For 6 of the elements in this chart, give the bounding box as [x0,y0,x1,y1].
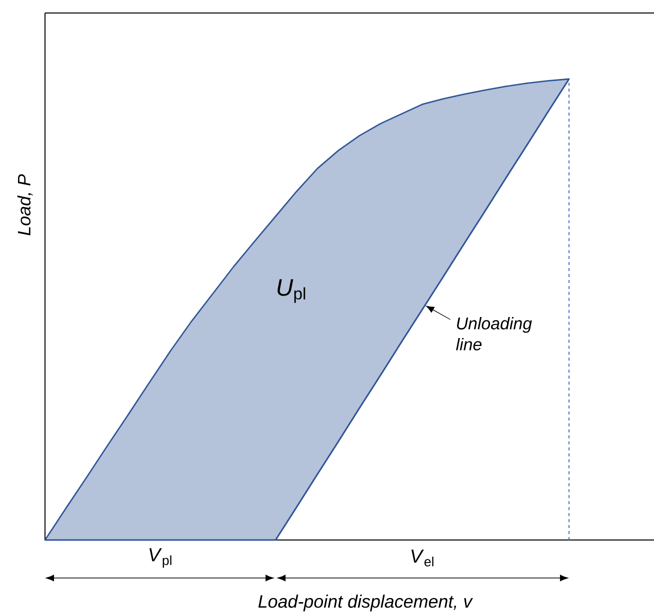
annotation: U$_{pl}$ [278,279,306,303]
x-axis-title: Load-point displacement, v [258,594,473,612]
y-axis-title: Load, P [17,174,33,236]
annotation: Unloading line [456,317,532,350]
text: V$_{el}$ [411,550,434,566]
text: V$_{pl}$ [149,548,172,568]
